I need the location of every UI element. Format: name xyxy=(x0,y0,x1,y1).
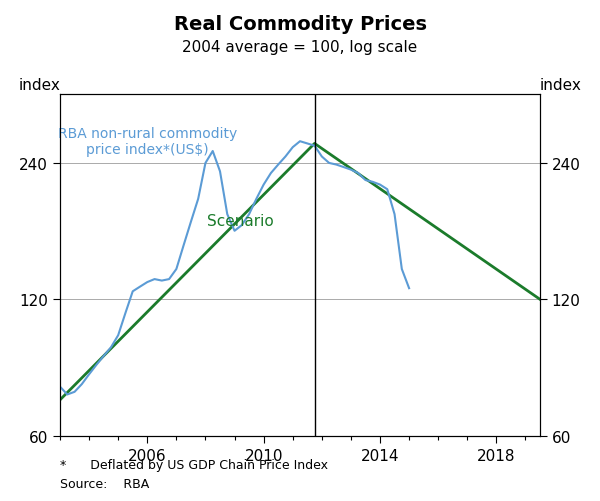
Text: RBA non-rural commodity
price index*(US$): RBA non-rural commodity price index*(US$… xyxy=(58,127,237,157)
Text: *      Deflated by US GDP Chain Price Index: * Deflated by US GDP Chain Price Index xyxy=(60,458,328,471)
Text: index: index xyxy=(540,78,582,93)
Text: 2004 average = 100, log scale: 2004 average = 100, log scale xyxy=(182,40,418,55)
Text: Scenario: Scenario xyxy=(207,214,274,229)
Text: Source:    RBA: Source: RBA xyxy=(60,477,149,490)
Text: index: index xyxy=(18,78,60,93)
Text: Real Commodity Prices: Real Commodity Prices xyxy=(173,15,427,34)
